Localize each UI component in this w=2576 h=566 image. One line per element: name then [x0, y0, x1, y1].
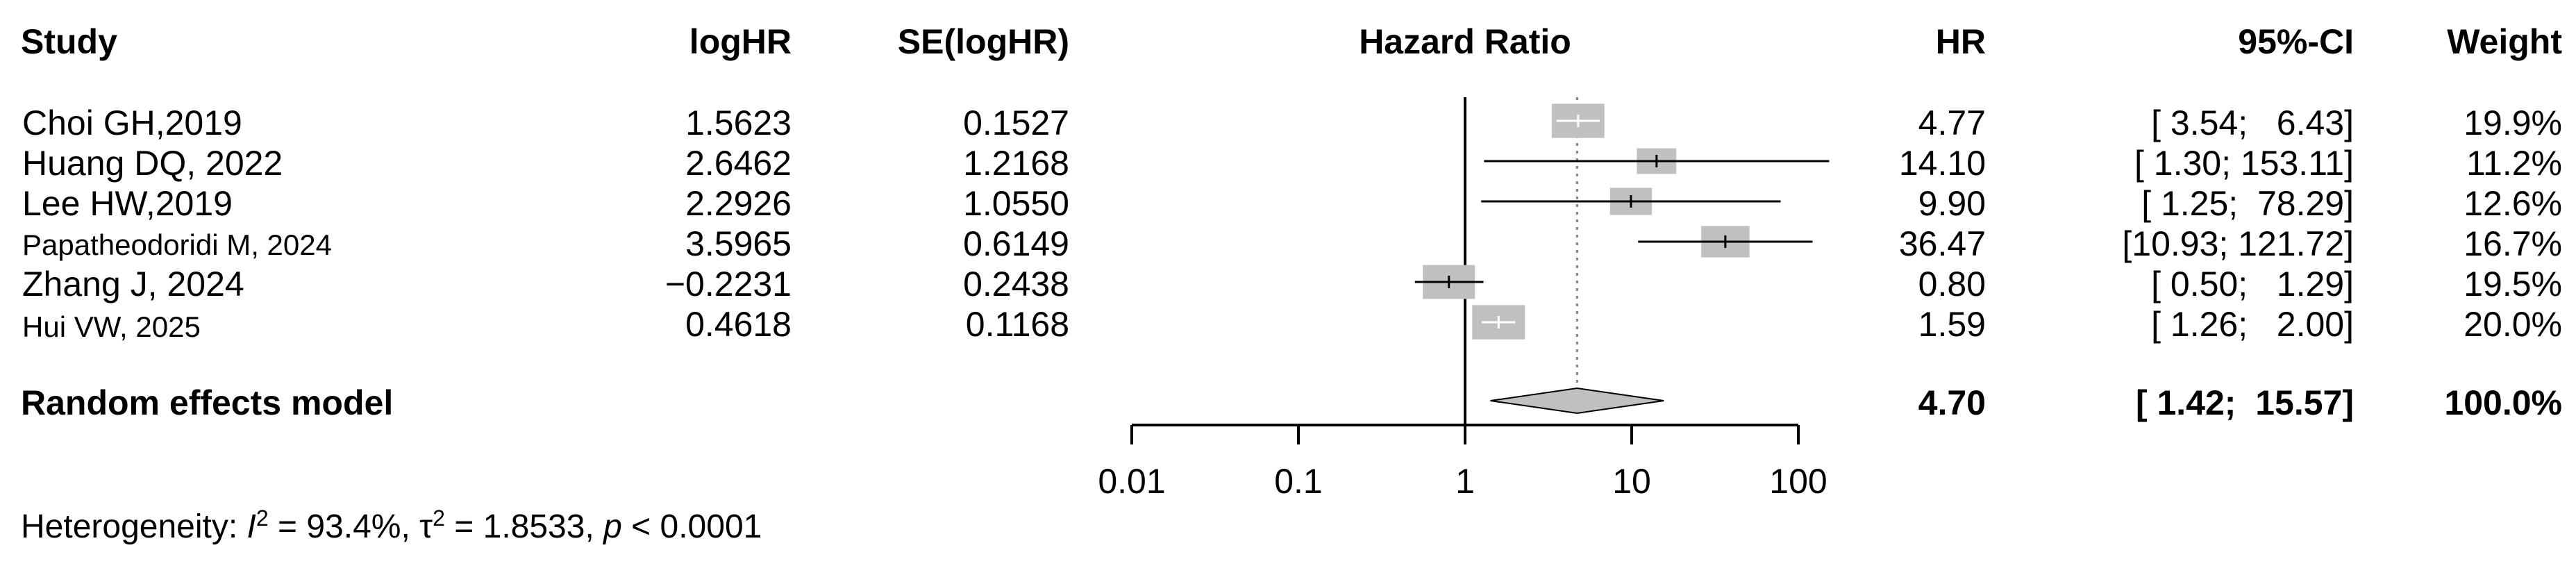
study-ci: [ 1.26; 2.00] [2151, 305, 2354, 344]
x-tick-label: 0.01 [1098, 462, 1166, 501]
pooled-diamond [1490, 387, 1664, 415]
study-weight: 12.6% [2464, 184, 2562, 223]
study-name: Hui VW, 2025 [22, 310, 201, 343]
p-symbol: p [603, 508, 622, 545]
heterogeneity-note: Heterogeneity: I2 = 93.4%, τ2 = 1.8533, … [21, 506, 762, 545]
study-weight: 19.9% [2464, 103, 2562, 142]
study-loghr: 2.2926 [685, 184, 792, 223]
study-weight: 20.0% [2464, 305, 2562, 344]
tau-value: = 1.8533, [444, 508, 604, 545]
study-hr: 36.47 [1898, 224, 1986, 263]
study-ci: [ 3.54; 6.43] [2151, 103, 2354, 142]
study-ci: [ 1.30; 153.11] [2134, 144, 2354, 183]
study-se: 0.2438 [963, 265, 1069, 303]
study-se: 0.1527 [963, 103, 1069, 142]
study-loghr: 2.6462 [685, 144, 792, 183]
header-study: Study [21, 22, 117, 61]
x-tick-label: 1 [1455, 462, 1475, 501]
x-tick-label: 0.1 [1274, 462, 1323, 501]
study-ci: [ 1.25; 78.29] [2141, 184, 2354, 223]
study-weight: 19.5% [2464, 265, 2562, 303]
study-name: Huang DQ, 2022 [22, 144, 283, 183]
study-ci: [ 0.50; 1.29] [2151, 265, 2354, 303]
study-hr: 9.90 [1918, 184, 1986, 223]
study-hr: 0.80 [1918, 265, 1986, 303]
study-hr: 4.77 [1918, 103, 1986, 142]
header-loghr: logHR [689, 22, 792, 61]
p-value: < 0.0001 [621, 508, 762, 545]
pooled-ci: [ 1.42; 15.57] [2135, 383, 2354, 422]
i2-value: = 93.4%, [268, 508, 420, 545]
study-ci: [10.93; 121.72] [2122, 224, 2354, 263]
pooled-weight: 100.0% [2444, 383, 2562, 422]
study-se: 1.0550 [963, 184, 1069, 223]
study-weight: 16.7% [2464, 224, 2562, 263]
i2-symbol: I [246, 508, 256, 545]
study-name: Zhang J, 2024 [22, 265, 244, 303]
study-se: 0.6149 [963, 224, 1069, 263]
tau-symbol: τ [419, 508, 433, 545]
header-weight: Weight [2447, 22, 2562, 61]
heterogeneity-prefix: Heterogeneity: [21, 508, 247, 545]
pooled-hr: 4.70 [1918, 383, 1986, 422]
study-hr: 1.59 [1918, 305, 1986, 344]
study-loghr: 1.5623 [685, 103, 792, 142]
x-tick-label: 10 [1612, 462, 1651, 501]
study-loghr: −0.2231 [664, 265, 792, 303]
header-hr: HR [1935, 22, 1986, 61]
study-name: Choi GH,2019 [22, 103, 242, 142]
study-hr: 14.10 [1898, 144, 1986, 183]
study-loghr: 3.5965 [685, 224, 792, 263]
header-ci: 95%-CI [2238, 22, 2354, 61]
study-se: 1.2168 [963, 144, 1069, 183]
study-name: Papatheodoridi M, 2024 [22, 228, 332, 261]
x-tick-label: 100 [1769, 462, 1828, 501]
study-se: 0.1168 [965, 305, 1069, 344]
study-loghr: 0.4618 [685, 305, 792, 344]
pooled-label: Random effects model [21, 383, 394, 422]
header-hazard-ratio: Hazard Ratio [1359, 22, 1571, 61]
study-name: Lee HW,2019 [22, 184, 233, 223]
header-se: SE(logHR) [897, 22, 1069, 61]
study-weight: 11.2% [2466, 144, 2562, 183]
